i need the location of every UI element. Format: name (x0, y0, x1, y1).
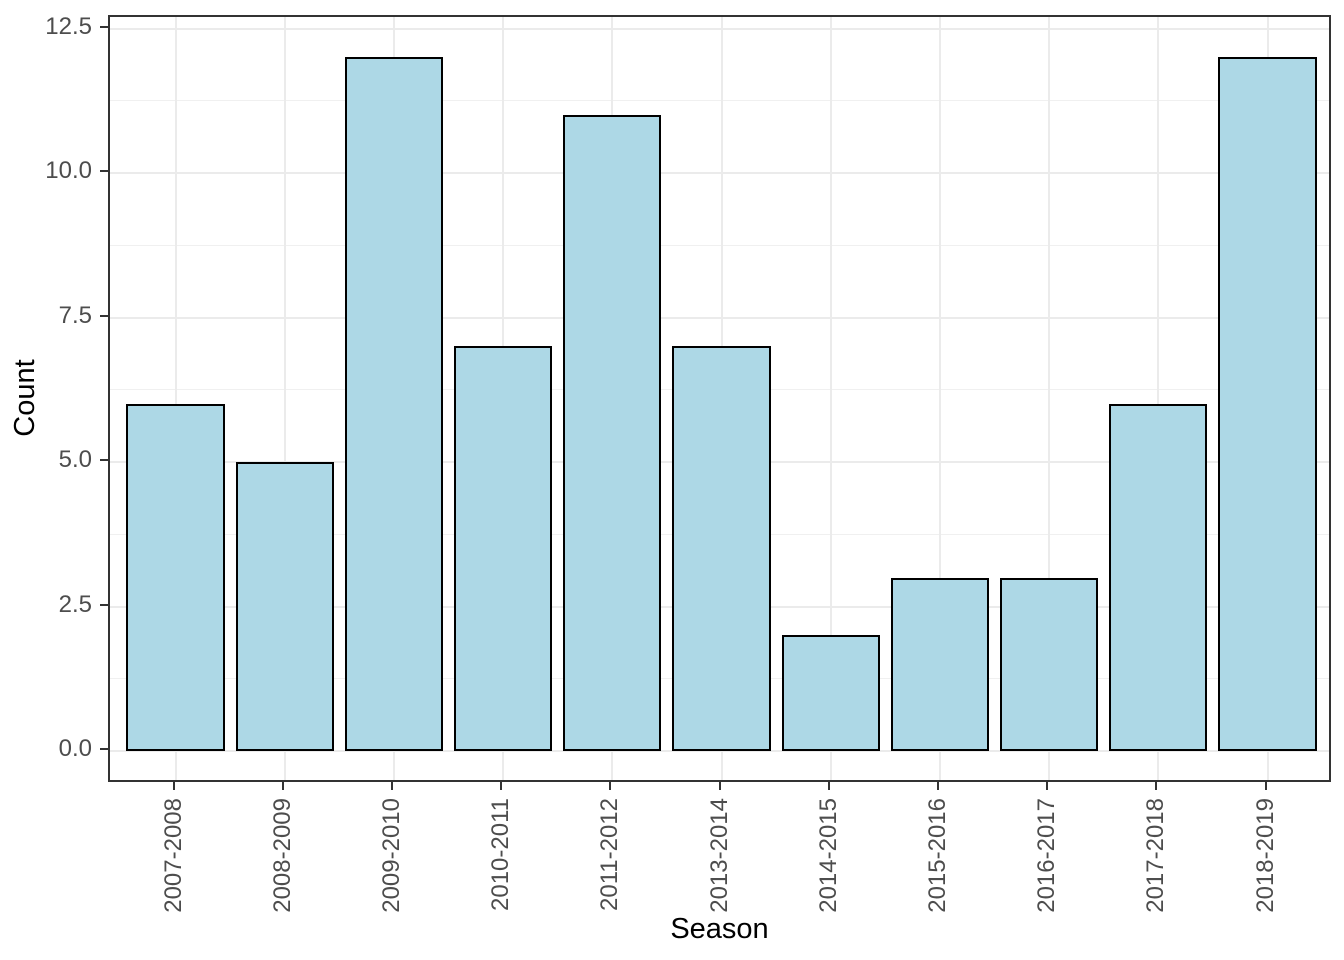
bar-2009-2010 (344, 57, 444, 751)
x-tick-mark (500, 782, 503, 790)
gridline-major-horizontal (110, 172, 1329, 174)
x-tick-mark (1155, 782, 1158, 790)
bar-2010-2011 (453, 346, 553, 751)
gridline-major-vertical (1157, 17, 1160, 780)
bar-2015-2016 (890, 577, 990, 751)
gridline-major-vertical (938, 17, 941, 780)
x-tick-mark (390, 782, 393, 790)
gridline-major-vertical (283, 17, 286, 780)
y-tick-label: 2.5 (58, 590, 92, 618)
y-tick-mark (100, 314, 108, 317)
bar-2014-2015 (781, 635, 880, 751)
bar-2013-2014 (672, 346, 771, 751)
y-tick-mark (100, 603, 108, 606)
gridline-major-horizontal (110, 750, 1329, 752)
bar-2007-2008 (126, 404, 225, 751)
x-axis-title: Season (670, 913, 769, 945)
y-tick-mark (100, 25, 108, 28)
y-tick-label: 0.0 (58, 735, 92, 762)
x-tick-mark (1264, 782, 1267, 790)
bar-2011-2012 (563, 115, 662, 751)
y-tick-mark (100, 170, 108, 172)
gridline-minor-horizontal (110, 100, 1329, 102)
bar-2018-2019 (1218, 57, 1317, 751)
gridline-major-vertical (829, 17, 832, 780)
y-tick-mark (100, 459, 108, 461)
bar-2008-2009 (235, 462, 334, 751)
y-axis-title: Count (9, 359, 41, 437)
y-tick-label: 5.0 (58, 446, 92, 473)
gridline-major-vertical (174, 17, 177, 780)
bar-2016-2017 (999, 577, 1099, 751)
x-tick-mark (609, 782, 612, 790)
y-tick-label: 7.5 (58, 301, 92, 329)
gridline-major-horizontal (110, 316, 1329, 319)
x-tick-mark (936, 782, 939, 790)
gridline-major-horizontal (110, 27, 1329, 30)
x-tick-mark (1046, 782, 1049, 790)
x-tick-mark (281, 782, 284, 790)
x-tick-mark (718, 782, 721, 790)
gridline-minor-horizontal (110, 244, 1329, 246)
y-tick-label: 12.5 (45, 12, 92, 40)
bar-2017-2018 (1109, 404, 1208, 751)
x-tick-mark (827, 782, 830, 790)
y-tick-mark (100, 748, 108, 750)
x-tick-mark (172, 782, 175, 790)
y-tick-label: 10.0 (45, 157, 92, 184)
gridline-major-vertical (1048, 17, 1051, 780)
plot-panel (108, 15, 1331, 782)
